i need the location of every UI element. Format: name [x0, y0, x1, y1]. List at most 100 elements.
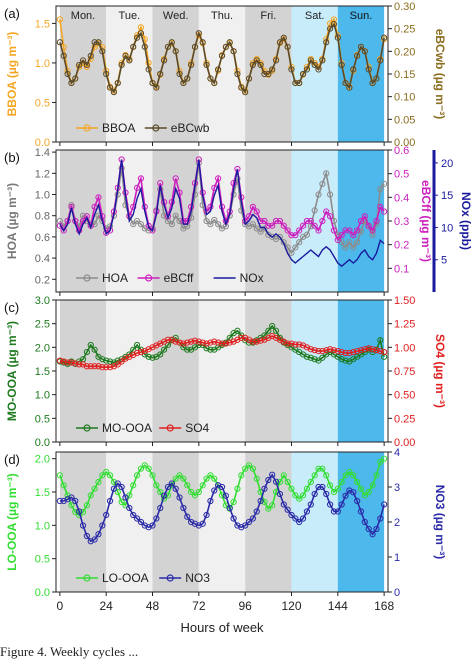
data-point	[79, 522, 87, 529]
data-point	[303, 508, 311, 515]
data-point	[242, 522, 249, 529]
data-point	[83, 502, 90, 509]
data-point	[338, 348, 345, 356]
data-point	[311, 207, 318, 214]
data-point	[330, 508, 338, 515]
data-point	[296, 495, 303, 502]
data-point	[311, 347, 318, 354]
data-point	[172, 175, 179, 182]
data-point	[354, 239, 361, 246]
data-point	[133, 515, 141, 522]
right-tick-label: 1.50	[394, 295, 415, 307]
data-point	[176, 472, 183, 479]
data-point	[137, 348, 145, 356]
data-point	[87, 538, 94, 545]
data-point	[354, 478, 361, 486]
data-point	[365, 66, 372, 73]
data-point	[365, 488, 372, 496]
day-label: Sun.	[350, 10, 373, 22]
data-point	[307, 478, 314, 486]
data-point	[149, 472, 156, 479]
data-point	[245, 462, 253, 469]
data-point	[199, 339, 206, 346]
data-point	[319, 180, 326, 188]
legend-swatch-marker	[83, 424, 91, 432]
data-point	[145, 353, 152, 360]
data-point	[199, 482, 206, 489]
right-axis-label: eBCff (µg m⁻³)	[419, 180, 433, 262]
data-point	[79, 508, 87, 516]
data-point	[354, 52, 361, 59]
right-tick-label: 0.1	[394, 263, 409, 275]
data-point	[160, 57, 168, 64]
data-point	[369, 231, 376, 238]
data-point	[137, 221, 145, 228]
data-point	[203, 61, 210, 69]
data-point	[145, 66, 152, 73]
left-tick-label: 0.4	[35, 253, 50, 265]
left-axis-label: HOA (µg m⁻³)	[5, 183, 19, 259]
panel-letter: (a)	[4, 6, 20, 21]
data-point	[164, 483, 172, 491]
legend-swatch-marker	[83, 124, 91, 132]
data-point	[106, 364, 114, 371]
data-point	[133, 34, 141, 41]
data-point	[284, 340, 291, 347]
right-tick-label: 0.3	[394, 216, 409, 228]
data-point	[207, 75, 214, 82]
data-point	[195, 338, 202, 345]
data-point	[114, 357, 121, 364]
left-tick-label: 0.6	[35, 232, 50, 244]
data-point	[172, 475, 179, 482]
data-point	[303, 485, 311, 492]
data-point	[377, 458, 384, 466]
data-point	[354, 497, 361, 505]
legend-label: MO-OOA	[102, 421, 152, 435]
data-point	[184, 346, 191, 353]
data-point	[83, 61, 90, 69]
data-point	[188, 61, 195, 69]
data-point	[330, 21, 338, 28]
data-point	[106, 497, 114, 505]
data-point	[330, 488, 338, 496]
series-line-nox	[59, 159, 385, 268]
right-tick-label: 0.4	[394, 192, 409, 204]
data-point	[103, 468, 110, 476]
data-point	[296, 239, 303, 246]
data-point	[114, 488, 121, 496]
day-band	[152, 300, 199, 442]
data-point	[373, 217, 380, 225]
data-point	[122, 494, 129, 501]
data-point	[326, 191, 334, 198]
data-point	[118, 483, 125, 491]
data-point	[149, 354, 156, 361]
data-point	[361, 213, 368, 220]
data-point	[141, 522, 148, 529]
data-point	[346, 227, 353, 234]
data-point	[60, 227, 67, 234]
data-point	[149, 522, 156, 529]
x-tick-label: 168	[374, 599, 394, 613]
day-band	[245, 150, 292, 292]
data-point	[319, 483, 326, 491]
data-point	[326, 482, 334, 489]
data-point	[280, 222, 287, 229]
day-band	[245, 300, 292, 442]
data-point	[381, 208, 388, 215]
data-point	[381, 34, 388, 41]
data-point	[253, 508, 260, 515]
right-axis-label: eBCwb (µg m⁻³)	[433, 29, 447, 120]
legend-swatch-marker	[83, 274, 91, 282]
left-axis-label: MO-OOA (µg m⁻³)	[5, 321, 19, 421]
data-point	[172, 48, 179, 55]
data-point	[292, 341, 299, 348]
left-tick-label: 2.0	[35, 454, 50, 466]
data-point	[338, 232, 345, 239]
data-point	[269, 322, 276, 330]
left-tick-label: 2.0	[35, 342, 50, 354]
day-label: Wed.	[163, 10, 188, 22]
data-point	[164, 336, 172, 343]
data-point	[361, 518, 368, 526]
data-point	[207, 221, 214, 228]
data-point	[323, 170, 330, 177]
